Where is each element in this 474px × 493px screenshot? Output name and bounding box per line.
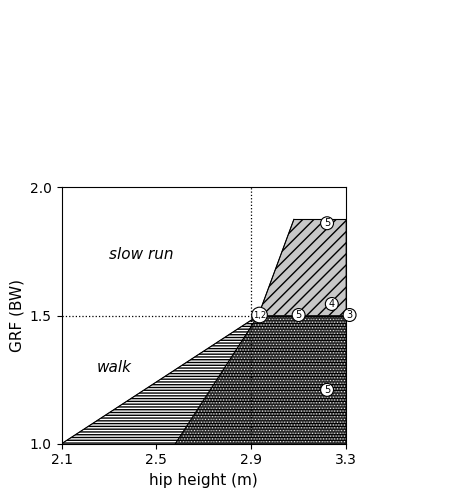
Text: 5: 5 xyxy=(295,310,302,320)
Text: 5: 5 xyxy=(324,218,330,228)
Y-axis label: GRF (BW): GRF (BW) xyxy=(9,279,24,352)
Text: 5: 5 xyxy=(324,385,330,395)
Text: walk: walk xyxy=(97,360,132,375)
X-axis label: hip height (m): hip height (m) xyxy=(149,473,258,488)
Text: 3: 3 xyxy=(346,310,353,320)
Text: 4: 4 xyxy=(329,299,335,309)
Text: slow run: slow run xyxy=(109,247,173,262)
Text: 1,2: 1,2 xyxy=(253,311,266,319)
